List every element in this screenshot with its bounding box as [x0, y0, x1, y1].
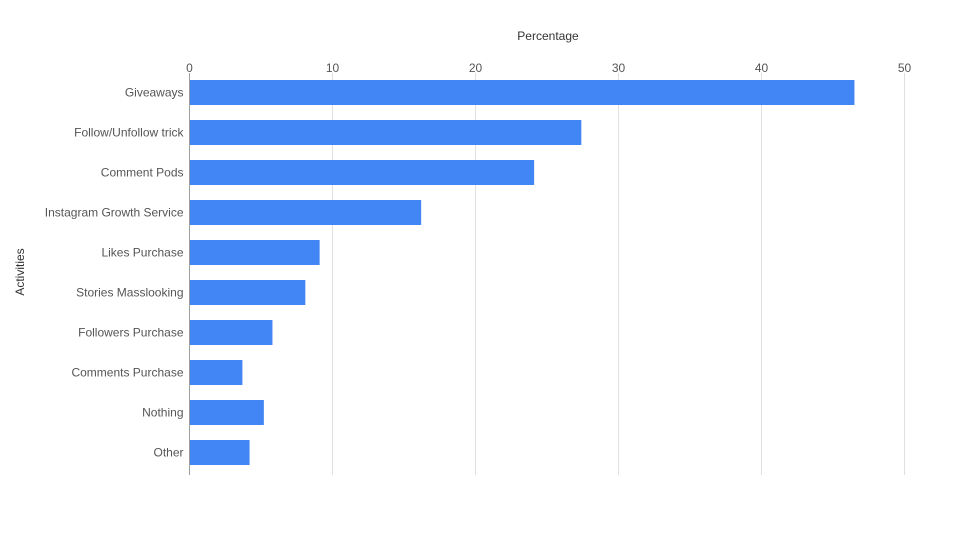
bar[interactable]: [189, 400, 264, 425]
x-tick-label: 40: [755, 61, 769, 75]
bar[interactable]: [189, 360, 243, 385]
bar[interactable]: [189, 440, 250, 465]
x-tick-label: 20: [469, 61, 483, 75]
category-label: Giveaways: [125, 86, 184, 100]
category-label: Followers Purchase: [78, 326, 184, 340]
category-label: Comments Purchase: [71, 366, 183, 380]
x-tick-label: 30: [612, 61, 626, 75]
x-axis-ticks: 0 10 20 30 40 50: [186, 61, 911, 75]
bars: [189, 80, 855, 465]
bar[interactable]: [189, 320, 273, 345]
bar[interactable]: [189, 240, 320, 265]
bar[interactable]: [189, 160, 535, 185]
x-tick-label: 50: [898, 61, 912, 75]
category-label: Nothing: [142, 406, 183, 420]
category-label: Comment Pods: [101, 166, 184, 180]
bar[interactable]: [189, 280, 306, 305]
category-label: Follow/Unfollow trick: [74, 126, 184, 140]
category-label: Stories Masslooking: [76, 286, 183, 300]
x-tick-label: 10: [326, 61, 340, 75]
category-label: Likes Purchase: [101, 246, 183, 260]
bar[interactable]: [189, 80, 855, 105]
x-tick-label: 0: [186, 61, 193, 75]
category-label: Instagram Growth Service: [45, 206, 184, 220]
category-labels: Giveaways Follow/Unfollow trick Comment Po…: [45, 86, 185, 460]
bar[interactable]: [189, 200, 422, 225]
y-axis-title: Activities: [13, 248, 27, 295]
x-axis-title: Percentage: [517, 29, 579, 43]
category-label: Other: [153, 446, 183, 460]
bar[interactable]: [189, 120, 582, 145]
